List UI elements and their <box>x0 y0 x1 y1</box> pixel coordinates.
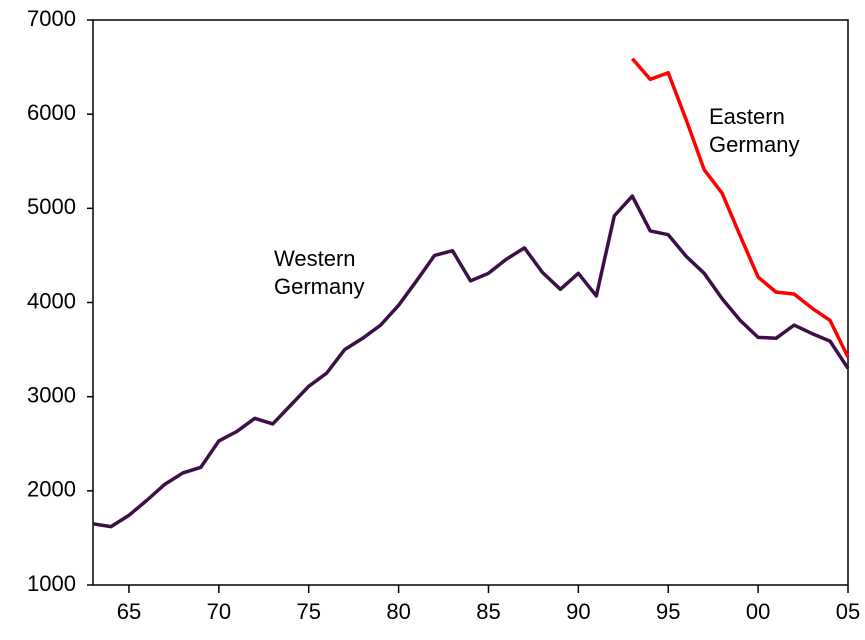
x-tick-label: 00 <box>746 599 770 624</box>
y-tick-label: 6000 <box>27 100 76 125</box>
y-tick-label: 2000 <box>27 477 76 502</box>
series-annotation: Eastern Germany <box>709 104 800 157</box>
y-tick-label: 3000 <box>27 382 76 407</box>
y-tick-label: 5000 <box>27 194 76 219</box>
series-line <box>92 194 850 529</box>
x-tick-label: 05 <box>836 599 860 624</box>
x-tick-label: 95 <box>656 599 680 624</box>
x-tick-label: 90 <box>566 599 590 624</box>
series-annotation: Western Germany <box>274 246 365 299</box>
y-tick-label: 7000 <box>27 6 76 31</box>
x-tick-label: 80 <box>386 599 410 624</box>
x-tick-label: 75 <box>296 599 320 624</box>
x-tick-label: 65 <box>117 599 141 624</box>
y-tick-label: 1000 <box>27 571 76 596</box>
x-tick-label: 70 <box>207 599 231 624</box>
x-tick-label: 85 <box>476 599 500 624</box>
y-tick-label: 4000 <box>27 288 76 313</box>
series-line <box>630 57 850 358</box>
